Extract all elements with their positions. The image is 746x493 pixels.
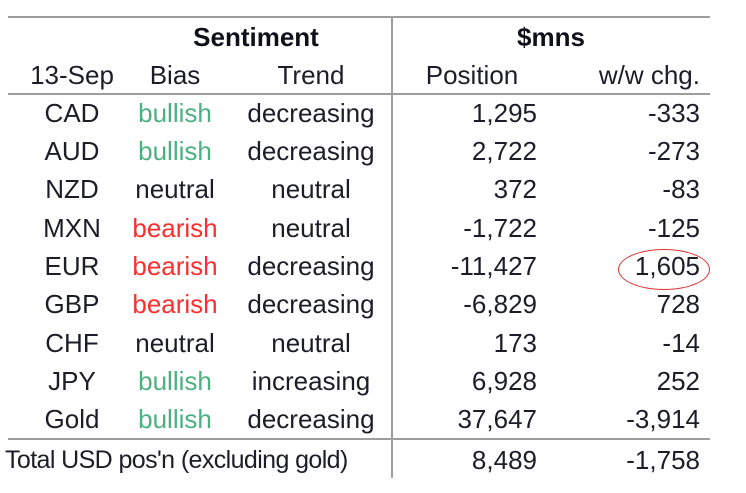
ww-chg-value: -125 [647, 212, 700, 243]
asset-label: NZD [45, 174, 99, 205]
position-header: Position [425, 60, 519, 90]
ww-chg-value: 728 [656, 289, 700, 320]
table-row-eur: EUR bearish decreasing -11,427 1,605 [0, 247, 710, 285]
asset-label: Gold [44, 404, 100, 435]
mns-group-header: $mns [517, 21, 585, 52]
position-value: -11,427 [450, 250, 537, 281]
position-value: 1,295 [471, 97, 537, 128]
trend-value: decreasing [247, 135, 375, 166]
asset-label: CHF [45, 327, 99, 358]
bias-value: bearish [132, 250, 218, 281]
group-header-spacer [0, 17, 120, 57]
asset-label: GBP [44, 289, 100, 320]
table-row-jpy: JPY bullish increasing 6,928 252 [0, 362, 710, 400]
asset-label: AUD [44, 135, 100, 166]
trend-value: decreasing [247, 250, 375, 281]
asset-label: EUR [44, 250, 100, 281]
date-header: 13-Sep [30, 60, 114, 90]
sentiment-group-header: Sentiment [193, 21, 319, 52]
bias-value: neutral [135, 327, 215, 358]
total-ww-chg-value: -1,758 [626, 444, 700, 475]
asset-label: JPY [48, 365, 96, 396]
trend-value: decreasing [247, 289, 375, 320]
table-row-chf: CHF neutral neutral 173 -14 [0, 324, 710, 362]
ww-chg-value: -14 [662, 327, 700, 358]
position-value: 6,928 [471, 365, 537, 396]
trend-value: neutral [271, 212, 351, 243]
trend-header: Trend [277, 60, 345, 90]
total-label: Total USD pos'n (excluding gold) [5, 445, 348, 474]
ww-chg-value-circled: 1,605 [634, 250, 700, 281]
section-divider-line [391, 17, 393, 478]
table-row-aud: AUD bullish decreasing 2,722 -273 [0, 132, 710, 170]
position-value: 37,647 [457, 404, 537, 435]
bias-value: bullish [138, 97, 212, 128]
bias-value: bullish [138, 135, 212, 166]
trend-value: neutral [271, 327, 351, 358]
table-row-nzd: NZD neutral neutral 372 -83 [0, 171, 710, 209]
ww-chg-header: w/w chg. [598, 60, 700, 90]
ww-chg-value: -333 [647, 97, 700, 128]
group-header-row: Sentiment $mns [0, 17, 710, 57]
table-row-mxn: MXN bearish neutral -1,722 -125 [0, 209, 710, 247]
position-value: -1,722 [463, 212, 537, 243]
bias-header: Bias [149, 60, 201, 90]
asset-label: CAD [44, 97, 100, 128]
total-rule-line [8, 438, 710, 440]
header-rule-line [8, 93, 710, 95]
bias-value: bearish [132, 212, 218, 243]
column-header-row: 13-Sep Bias Trend Position w/w chg. [0, 57, 710, 94]
total-position-value: 8,489 [471, 444, 537, 475]
bias-value: neutral [135, 174, 215, 205]
position-value: 173 [493, 327, 537, 358]
total-row: Total USD pos'n (excluding gold) 8,489 -… [0, 439, 710, 481]
bias-value: bullish [138, 365, 212, 396]
trend-value: decreasing [247, 404, 375, 435]
asset-label: MXN [43, 212, 101, 243]
position-value: -6,829 [463, 289, 537, 320]
ww-chg-value: -83 [662, 174, 700, 205]
ww-chg-value: -273 [647, 135, 700, 166]
table-row-gold: Gold bullish decreasing 37,647 -3,914 [0, 401, 710, 439]
ww-chg-value: 252 [656, 365, 700, 396]
trend-value: increasing [251, 365, 371, 396]
trend-value: neutral [271, 174, 351, 205]
bias-value: bullish [138, 404, 212, 435]
trend-value: decreasing [247, 97, 375, 128]
table-row-gbp: GBP bearish decreasing -6,829 728 [0, 286, 710, 324]
position-value: 372 [493, 174, 537, 205]
position-value: 2,722 [471, 135, 537, 166]
table-row-cad: CAD bullish decreasing 1,295 -333 [0, 94, 710, 132]
ww-chg-value: -3,914 [626, 404, 700, 435]
table-body: CAD bullish decreasing 1,295 -333 AUD bu… [0, 94, 710, 439]
bias-value: bearish [132, 289, 218, 320]
top-rule-line [8, 16, 710, 18]
